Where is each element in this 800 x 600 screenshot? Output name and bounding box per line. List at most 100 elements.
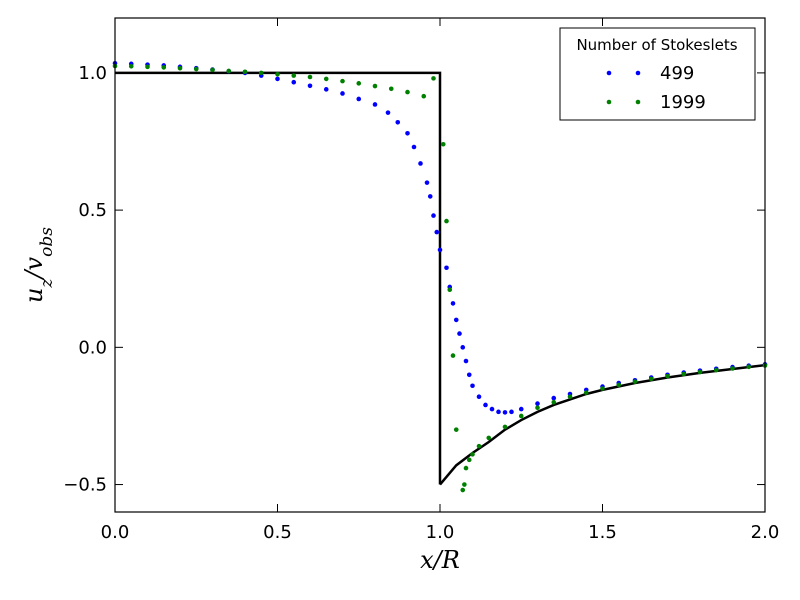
point-series-1999-44 xyxy=(681,371,687,377)
axis-ticks-layer: 0.0 0.5 1.0 1.5 2.0 1.0 0.5 0.0 −0.5 xyxy=(63,18,779,543)
point-series-499-15 xyxy=(356,96,362,102)
point-series-1999-9 xyxy=(258,70,264,76)
point-series-499-10 xyxy=(275,76,280,82)
y-tick-label-1: 0.5 xyxy=(78,200,107,221)
point-series-1999-19 xyxy=(421,93,427,99)
point-series-1999-32 xyxy=(486,435,492,441)
point-series-1999-11 xyxy=(291,73,297,78)
legend-marker-1999-0 xyxy=(606,99,612,105)
point-series-1999-15 xyxy=(356,81,362,86)
x-tick-label-3: 1.5 xyxy=(588,522,617,543)
point-series-499-32 xyxy=(460,345,466,350)
point-series-499-40 xyxy=(502,410,508,415)
point-series-1999-47 xyxy=(730,366,735,371)
point-series-499-21 xyxy=(418,161,423,166)
point-series-499-13 xyxy=(323,87,329,92)
legend-markers xyxy=(606,70,641,105)
point-series-1999-5 xyxy=(193,66,199,72)
legend-title: Number of Stokeslets xyxy=(576,36,737,54)
point-series-499-35 xyxy=(470,383,475,389)
point-series-1999-8 xyxy=(242,69,248,75)
point-series-1999-37 xyxy=(567,394,573,400)
point-series-1999-26 xyxy=(460,487,466,493)
x-tick-label-1: 0.5 xyxy=(263,522,292,543)
point-series-499-29 xyxy=(450,301,456,306)
y-tick-label-3: −0.5 xyxy=(63,475,107,496)
point-series-499-23 xyxy=(427,194,433,199)
point-series-499-22 xyxy=(424,180,430,185)
legend-marker-1999-1 xyxy=(635,99,641,105)
point-series-1999-21 xyxy=(440,141,446,147)
point-series-1999-45 xyxy=(697,369,703,375)
point-series-1999-12 xyxy=(307,74,313,80)
point-series-1999-23 xyxy=(447,287,453,293)
legend-box xyxy=(559,27,756,121)
point-series-499-26 xyxy=(437,247,443,253)
point-series-499-38 xyxy=(489,406,495,412)
point-series-1999-3 xyxy=(161,65,167,70)
point-series-1999-42 xyxy=(648,376,654,382)
legend-entry-499: 499 xyxy=(660,63,694,84)
point-series-1999-24 xyxy=(450,353,456,358)
point-series-1999-20 xyxy=(431,76,436,81)
point-series-499-17 xyxy=(385,110,391,115)
point-series-1999-48 xyxy=(746,364,752,370)
point-series-1999-28 xyxy=(463,465,469,471)
point-series-499-33 xyxy=(463,358,469,364)
x-tick-label-0: 0.0 xyxy=(101,522,130,543)
point-series-499-20 xyxy=(411,144,417,150)
point-series-1999-39 xyxy=(600,386,605,391)
point-series-499-11 xyxy=(291,79,297,85)
data-points-layer xyxy=(112,60,768,493)
legend-entry-1999: 1999 xyxy=(660,92,706,113)
point-series-1999-6 xyxy=(210,67,215,73)
point-series-499-36 xyxy=(476,394,482,400)
point-series-1999-35 xyxy=(535,405,540,411)
x-tick-label-2: 1.0 xyxy=(426,522,455,543)
point-series-1999-34 xyxy=(518,413,524,419)
point-series-499-44 xyxy=(551,395,557,401)
point-series-1999-30 xyxy=(470,452,475,457)
y-axis-label-text: uz/vobs xyxy=(20,227,57,303)
point-series-1999-14 xyxy=(340,78,345,84)
point-series-1999-17 xyxy=(388,86,394,92)
point-series-499-31 xyxy=(457,331,462,336)
point-series-1999-38 xyxy=(583,390,589,395)
x-tick-label-4: 2.0 xyxy=(751,522,780,543)
point-series-1999-46 xyxy=(713,367,719,373)
point-series-499-34 xyxy=(466,372,472,378)
reference-curve-layer xyxy=(115,71,766,486)
point-series-1999-43 xyxy=(665,373,670,379)
point-series-499-19 xyxy=(405,130,410,136)
point-series-499-37 xyxy=(483,402,488,408)
point-series-499-18 xyxy=(395,119,401,125)
point-series-1999-22 xyxy=(444,218,449,224)
reference-curve-segment-0 xyxy=(115,71,442,485)
legend-marker-499-1 xyxy=(635,70,641,76)
point-series-1999-27 xyxy=(462,482,467,487)
x-axis-label: x/R xyxy=(420,546,460,574)
point-series-499-14 xyxy=(340,91,345,96)
point-series-499-30 xyxy=(453,317,459,323)
point-series-1999-2 xyxy=(145,64,150,70)
point-series-1999-18 xyxy=(405,89,410,95)
point-series-499-12 xyxy=(307,83,313,89)
reference-curve-segment-1 xyxy=(439,363,766,486)
point-series-499-25 xyxy=(434,229,440,235)
point-series-1999-25 xyxy=(453,427,459,432)
point-series-1999-36 xyxy=(551,399,557,405)
point-series-499-24 xyxy=(431,213,436,218)
y-tick-label-0: 1.0 xyxy=(78,63,107,84)
point-series-1999-13 xyxy=(323,76,329,82)
point-series-499-42 xyxy=(518,406,524,412)
point-series-1999-1 xyxy=(128,64,134,69)
point-series-1999-16 xyxy=(372,83,378,89)
point-series-499-43 xyxy=(535,401,540,406)
y-tick-label-2: 0.0 xyxy=(78,337,107,358)
point-series-499-39 xyxy=(496,409,501,415)
point-series-1999-33 xyxy=(502,424,508,430)
point-series-1999-7 xyxy=(226,68,232,74)
point-series-499-16 xyxy=(372,102,378,107)
point-series-499-27 xyxy=(444,265,449,271)
